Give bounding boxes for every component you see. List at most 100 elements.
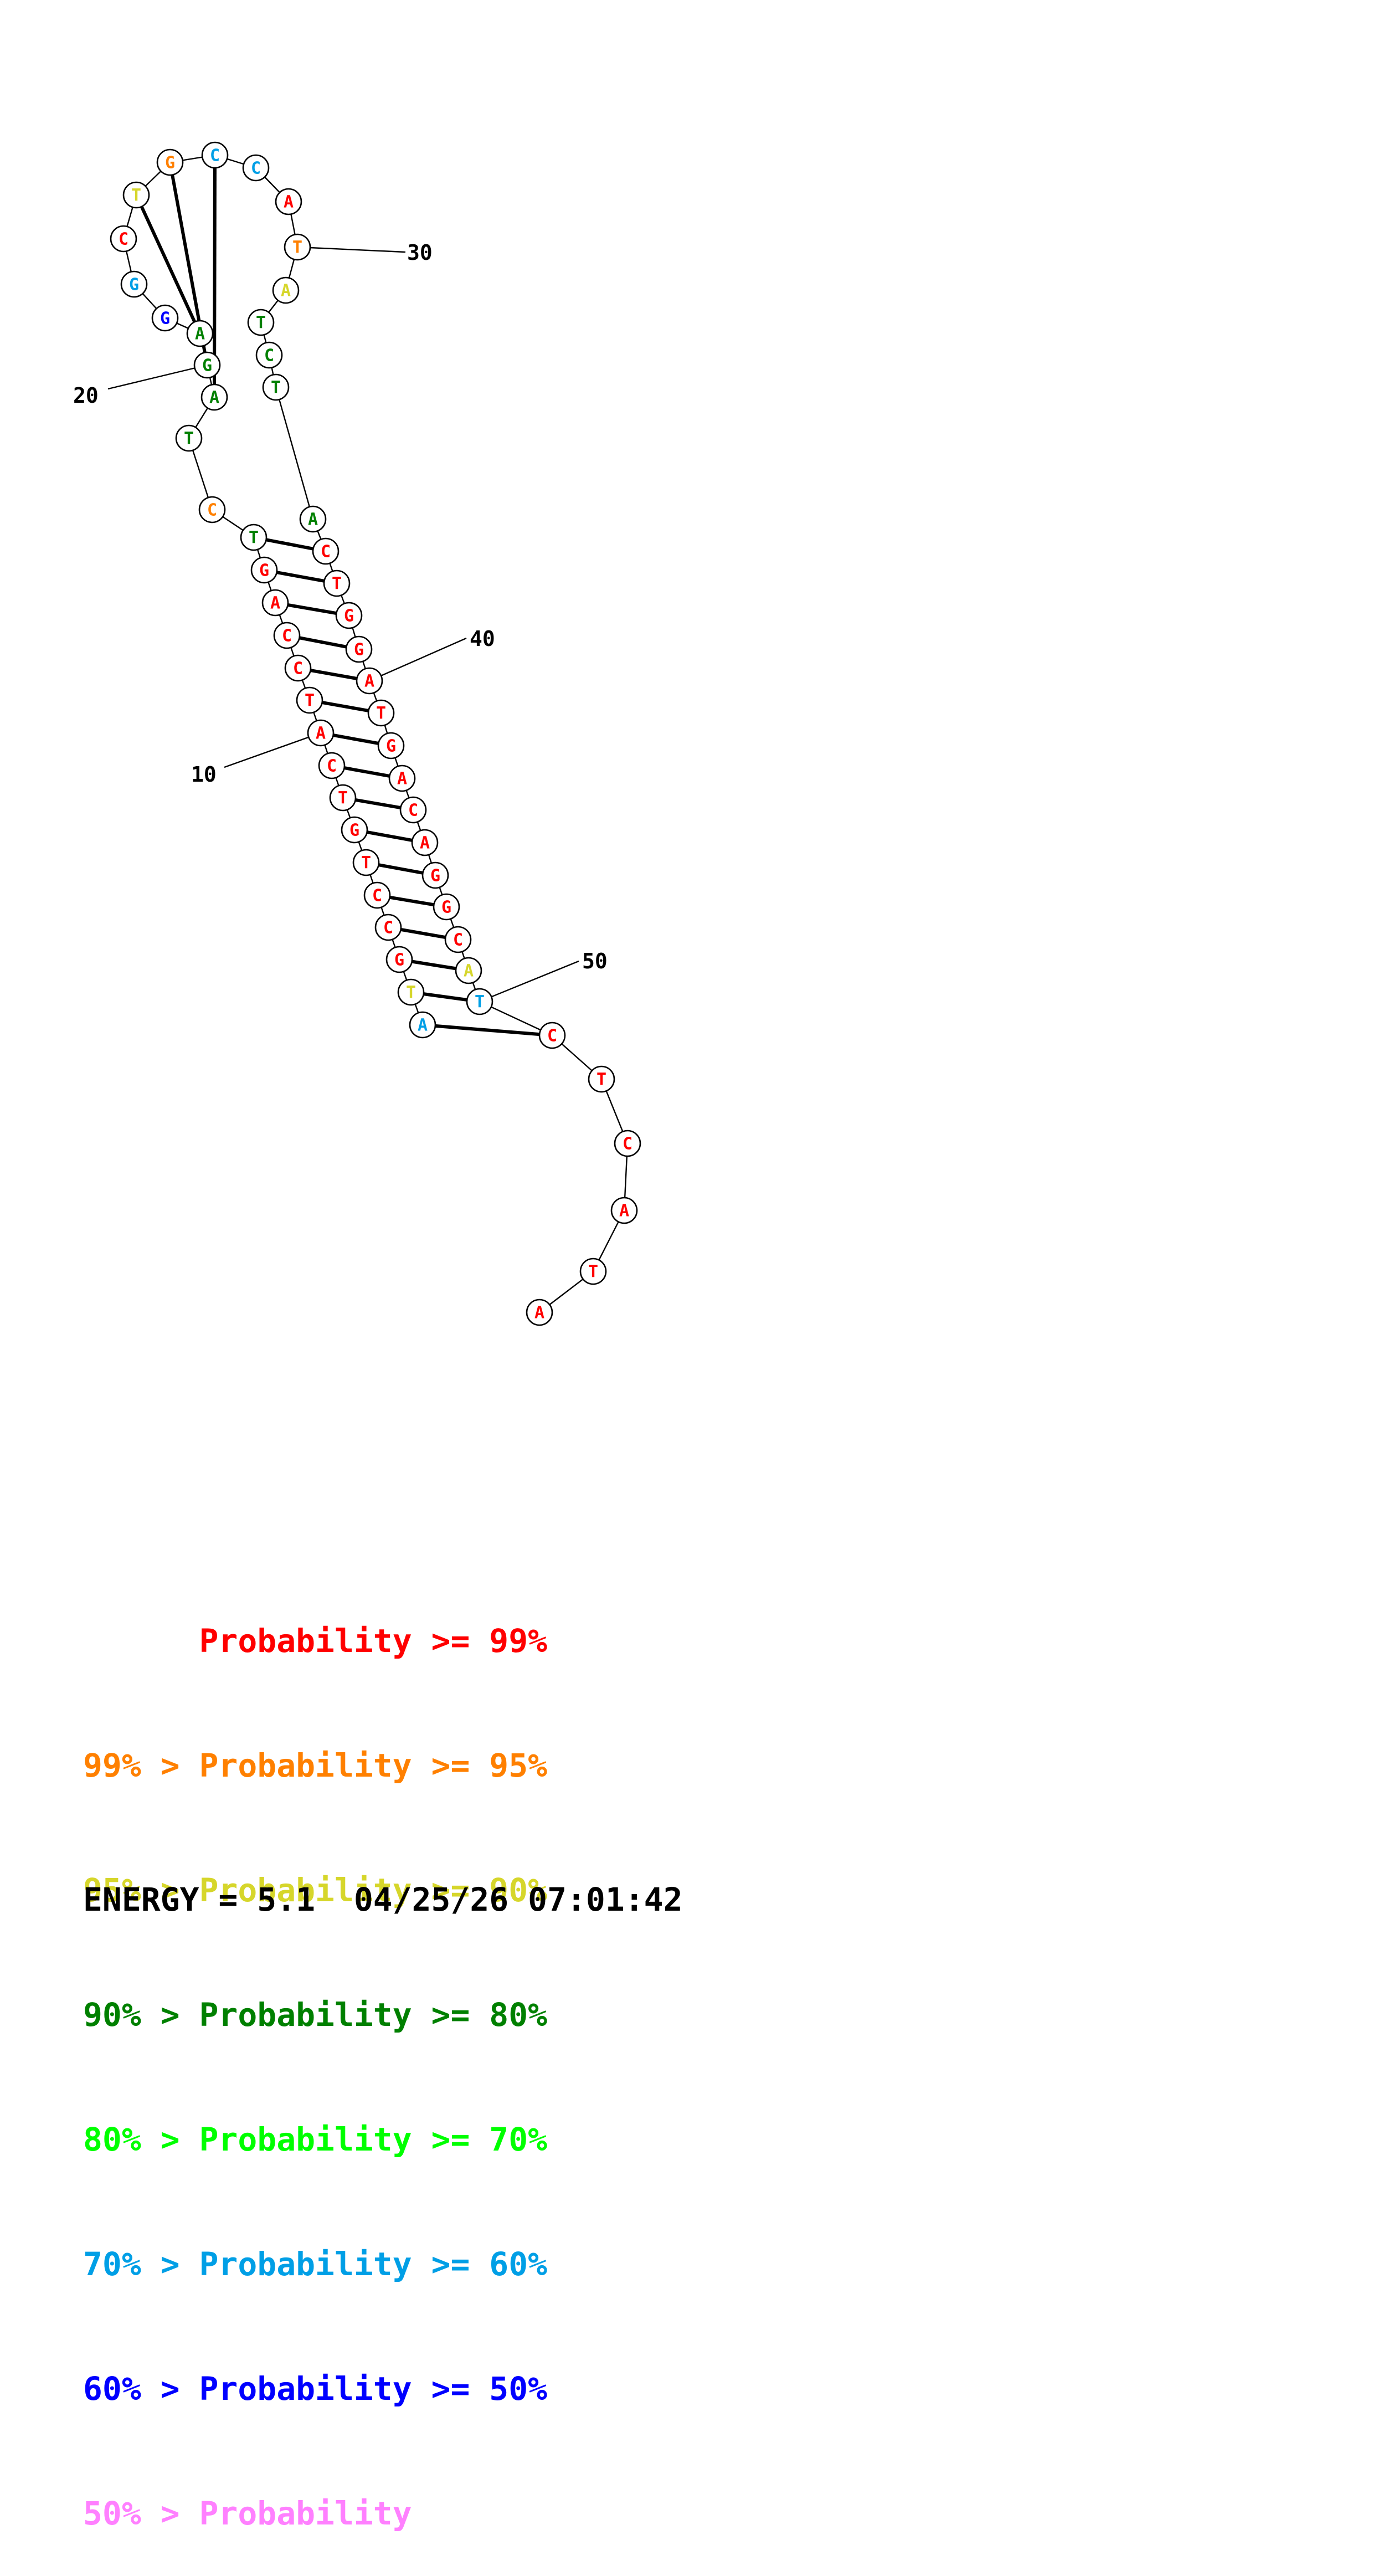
nucleotide-circle	[614, 1130, 641, 1157]
nucleotide-circle	[261, 589, 289, 617]
base-pair-bond	[299, 636, 347, 649]
nucleotide-letter: C	[453, 931, 463, 950]
base-pair-bond	[355, 798, 401, 810]
legend-row-90: 95% > Probability >= 90%	[83, 1871, 548, 1909]
legend-row-below-50: 50% > Probability	[83, 2495, 412, 2532]
legend-row-60: 70% > Probability >= 60%	[83, 2245, 548, 2283]
nucleotide-letter: G	[441, 898, 451, 917]
base-pair-bond	[344, 766, 390, 778]
nucleotide-circle	[262, 373, 290, 401]
nucleotide-letter: A	[281, 281, 291, 301]
base-pair-bond	[389, 895, 434, 907]
base-pair-bond	[367, 830, 413, 842]
nucleotide-circle	[110, 225, 137, 253]
nucleotide-circle	[242, 154, 270, 182]
base-pair-bond	[140, 206, 197, 323]
nucleotide-38: G	[335, 602, 363, 629]
nucleotide-circle	[397, 978, 425, 1006]
nucleotide-letter: T	[588, 1263, 598, 1282]
nucleotide-25: T	[122, 181, 150, 209]
nucleotide-13: C	[273, 622, 301, 649]
nucleotide-47: G	[433, 893, 460, 921]
nucleotide-letter: G	[160, 309, 170, 329]
nucleotide-circle	[335, 602, 363, 629]
nucleotide-letter: T	[361, 854, 371, 873]
nucleotide-50: T	[466, 988, 493, 1015]
nucleotide-letter: T	[184, 429, 194, 449]
base-pair-bond	[276, 571, 325, 583]
index-tick-line	[107, 364, 208, 390]
nucleotide-circle	[312, 537, 340, 565]
nucleotide-2: T	[397, 978, 425, 1006]
nucleotide-3: G	[385, 946, 413, 973]
nucleotide-letter: A	[534, 1304, 544, 1323]
nucleotide-20: G	[193, 351, 221, 379]
nucleotide-41: T	[367, 699, 395, 727]
index-tick-label-10: 10	[191, 762, 217, 787]
nucleotide-letter: A	[270, 594, 280, 613]
nucleotide-14: A	[261, 589, 289, 617]
base-pair-bond	[213, 167, 217, 385]
legend-row-50: 60% > Probability >= 50%	[83, 2370, 548, 2408]
base-pair-bond	[378, 863, 423, 875]
nucleotide-letter: A	[209, 388, 219, 408]
base-pair-bond	[333, 733, 379, 745]
backbone-link	[275, 387, 314, 520]
nucleotide-circle	[156, 148, 184, 176]
nucleotide-circle	[363, 881, 391, 909]
nucleotide-28: C	[242, 154, 270, 182]
index-tick-label-20: 20	[73, 383, 99, 408]
nucleotide-circle	[255, 341, 283, 369]
nucleotide-circle	[367, 699, 395, 727]
nucleotide-circle	[526, 1299, 553, 1326]
nucleotide-letter: C	[547, 1027, 557, 1046]
index-tick-line	[369, 637, 467, 682]
nucleotide-37: T	[323, 569, 351, 597]
nucleotide-circle	[273, 622, 301, 649]
nucleotide-letter: C	[623, 1135, 632, 1154]
base-pair-layer	[140, 167, 540, 1036]
nucleotide-letter: T	[305, 691, 315, 711]
nucleotide-circle	[299, 505, 327, 533]
nucleotide-54: A	[610, 1197, 638, 1224]
nucleotide-circle	[201, 141, 229, 169]
nucleotide-letter: C	[119, 230, 128, 249]
nucleotide-circle	[588, 1065, 615, 1093]
nucleotide-9: C	[318, 752, 346, 779]
nucleotide-letter: G	[202, 356, 212, 376]
nucleotide-17: C	[198, 496, 226, 524]
nucleotide-31: A	[272, 276, 300, 304]
nucleotide-circle	[318, 752, 346, 779]
nucleotide-circle	[444, 926, 472, 953]
nucleotide-52: T	[588, 1065, 615, 1093]
nucleotide-29: A	[275, 188, 302, 215]
nucleotide-circle	[175, 424, 203, 452]
nucleotide-43: A	[388, 764, 416, 792]
nucleotide-letter: C	[251, 159, 261, 178]
nucleotide-circle	[385, 946, 413, 973]
nucleotide-circle	[466, 988, 493, 1015]
nucleotide-letter: T	[376, 704, 386, 723]
nucleotide-18: T	[175, 424, 203, 452]
nucleotide-letter: T	[406, 983, 416, 1003]
base-pair-bond	[310, 669, 357, 680]
nucleotide-circle	[323, 569, 351, 597]
base-pair-bond	[266, 538, 313, 551]
nucleotide-letter: C	[293, 659, 303, 679]
nucleotide-55: T	[579, 1258, 607, 1285]
nucleotide-letter: A	[420, 834, 430, 853]
nucleotide-33: C	[255, 341, 283, 369]
legend-row-99: Probability >= 99%	[83, 1622, 548, 1660]
nucleotide-circle	[284, 233, 311, 261]
nucleotide-circle	[198, 496, 226, 524]
nucleotide-21: A	[186, 320, 214, 347]
nucleotide-letter: A	[195, 325, 205, 344]
nucleotide-letter: C	[282, 627, 292, 646]
probability-legend: Probability >= 99% 99% > Probability >= …	[83, 1537, 547, 2576]
nucleotide-10: A	[307, 719, 335, 747]
index-tick-label-40: 40	[470, 627, 495, 651]
base-pair-bond	[423, 992, 467, 1002]
nucleotide-8: T	[329, 784, 357, 812]
nucleotide-letter: T	[271, 378, 281, 398]
